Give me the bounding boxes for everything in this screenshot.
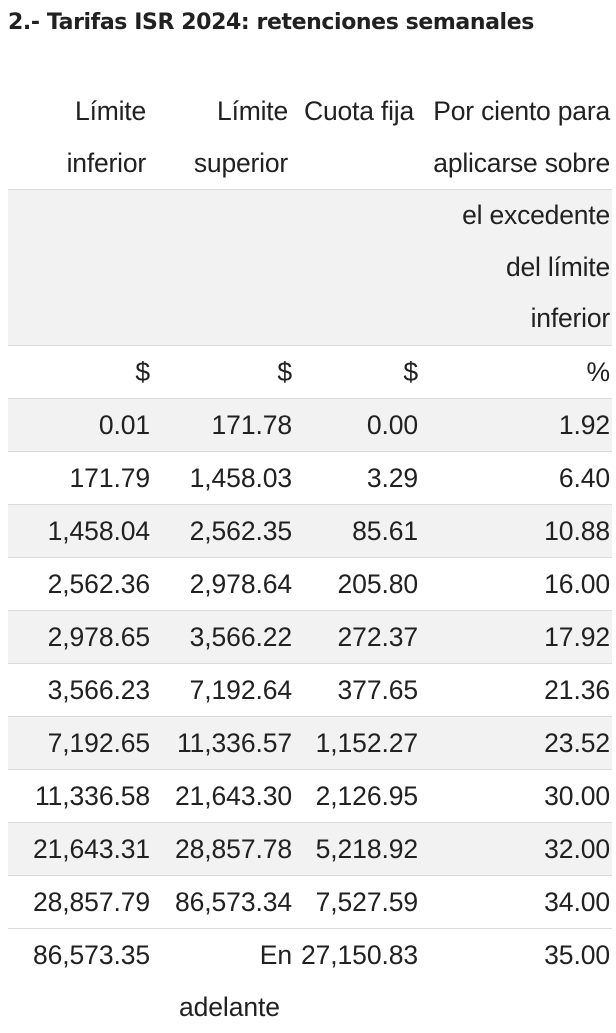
table-row: 1,458.04 2,562.35 85.61 10.88 [8, 503, 612, 557]
header-cuota-fija-line1: Cuota fija [304, 96, 414, 126]
header-limite-inferior-line2: inferior [66, 147, 147, 178]
cell-limite-superior: 2,562.35 [150, 503, 292, 557]
cell-limite-superior: 171.78 [150, 397, 292, 451]
cell-limite-inferior: 7,192.65 [8, 715, 150, 769]
cell-limite-inferior: 2,978.65 [8, 609, 150, 663]
cell-cuota-fija: 377.65 [292, 662, 418, 716]
cell-cuota-fija: 205.80 [292, 556, 418, 610]
cell-limite-inferior: 28,857.79 [8, 874, 150, 928]
cell-limite-inferior: 0.01 [8, 397, 150, 451]
table-row: 11,336.58 21,643.30 2,126.95 30.00 [8, 768, 612, 822]
header-por-ciento-continued: el excedente del límite inferior [418, 189, 612, 345]
header-spacer [150, 189, 292, 345]
cell-por-ciento: 32.00 [418, 821, 612, 875]
page-title: 2.- Tarifas ISR 2024: retenciones semana… [8, 10, 534, 35]
cell-limite-inferior: 86,573.35 [8, 927, 150, 1033]
cell-cuota-fija: 85.61 [292, 503, 418, 557]
cell-por-ciento: 30.00 [418, 768, 612, 822]
header-por-ciento-line1: Por ciento para [433, 96, 610, 126]
table-row-last: 86,573.35 En adelante 27,150.83 35.00 [8, 927, 612, 1033]
header-spacer [8, 189, 150, 345]
units-row: $ $ $ % [8, 344, 612, 398]
table-header-row-continued: el excedente del límite inferior [8, 189, 612, 345]
cell-por-ciento: 10.88 [418, 503, 612, 557]
en-adelante-text: En adelante [179, 939, 292, 1022]
cell-limite-inferior: 2,562.36 [8, 556, 150, 610]
cell-cuota-fija: 7,527.59 [292, 874, 418, 928]
cell-por-ciento: 23.52 [418, 715, 612, 769]
isr-weekly-rates-table: Límite inferior Límite superior Cuota fi… [8, 86, 612, 1033]
header-por-ciento: Por ciento para aplicarse sobre [418, 86, 612, 190]
table-row: 21,643.31 28,857.78 5,218.92 32.00 [8, 821, 612, 875]
cell-por-ciento: 1.92 [418, 397, 612, 451]
header-por-ciento-line2: aplicarse sobre [433, 147, 610, 178]
cell-por-ciento: 35.00 [418, 927, 612, 1033]
cell-cuota-fija: 5,218.92 [292, 821, 418, 875]
cell-limite-inferior: 1,458.04 [8, 503, 150, 557]
cell-por-ciento: 6.40 [418, 450, 612, 504]
cell-cuota-fija: 272.37 [292, 609, 418, 663]
cell-limite-inferior: 3,566.23 [8, 662, 150, 716]
cell-cuota-fija: 0.00 [292, 397, 418, 451]
table-row: 3,566.23 7,192.64 377.65 21.36 [8, 662, 612, 716]
cell-limite-superior: 1,458.03 [150, 450, 292, 504]
header-cuota-fija: Cuota fija [292, 86, 418, 190]
cuota-fija-value: 27,150.83 [301, 939, 418, 970]
unit-cell: $ [8, 344, 150, 398]
table-row: 171.79 1,458.03 3.29 6.40 [8, 450, 612, 504]
cell-limite-superior: 3,566.22 [150, 609, 292, 663]
cell-cuota-fija: 3.29 [292, 450, 418, 504]
cell-limite-superior: 2,978.64 [150, 556, 292, 610]
header-limite-superior: Límite superior [150, 86, 292, 190]
header-limite-superior-line2: superior [193, 147, 288, 178]
cell-cuota-fija: 1,152.27 [292, 715, 418, 769]
unit-cell: % [418, 344, 612, 398]
unit-cell: $ [292, 344, 418, 398]
cell-por-ciento: 16.00 [418, 556, 612, 610]
cell-limite-superior: 11,336.57 [150, 715, 292, 769]
table-header-row: Límite inferior Límite superior Cuota fi… [8, 86, 612, 190]
cell-por-ciento: 34.00 [418, 874, 612, 928]
cell-limite-superior: 7,192.64 [150, 662, 292, 716]
header-limite-inferior: Límite inferior [8, 86, 150, 190]
unit-cell: $ [150, 344, 292, 398]
header-por-ciento-line5: inferior [530, 303, 611, 333]
cell-limite-superior: En adelante [150, 927, 292, 1033]
cell-por-ciento: 21.36 [418, 662, 612, 716]
table-row: 7,192.65 11,336.57 1,152.27 23.52 [8, 715, 612, 769]
cell-limite-inferior: 21,643.31 [8, 821, 150, 875]
table-row: 2,978.65 3,566.22 272.37 17.92 [8, 609, 612, 663]
cell-limite-superior: 28,857.78 [150, 821, 292, 875]
cell-cuota-fija: 2,126.95 [292, 768, 418, 822]
cell-limite-inferior: 11,336.58 [8, 768, 150, 822]
header-limite-superior-line1: Límite [217, 96, 288, 126]
header-por-ciento-line4: del límite [505, 251, 610, 282]
header-spacer [292, 189, 418, 345]
cell-limite-inferior: 171.79 [8, 450, 150, 504]
cell-limite-superior: 86,573.34 [150, 874, 292, 928]
header-por-ciento-line3: el excedente [462, 200, 610, 230]
cell-cuota-fija: 27,150.83 [292, 927, 418, 1033]
table-row: 28,857.79 86,573.34 7,527.59 34.00 [8, 874, 612, 928]
table-row: 0.01 171.78 0.00 1.92 [8, 397, 612, 451]
cell-limite-superior: 21,643.30 [150, 768, 292, 822]
header-limite-inferior-line1: Límite [75, 96, 146, 126]
table-row: 2,562.36 2,978.64 205.80 16.00 [8, 556, 612, 610]
cell-por-ciento: 17.92 [418, 609, 612, 663]
